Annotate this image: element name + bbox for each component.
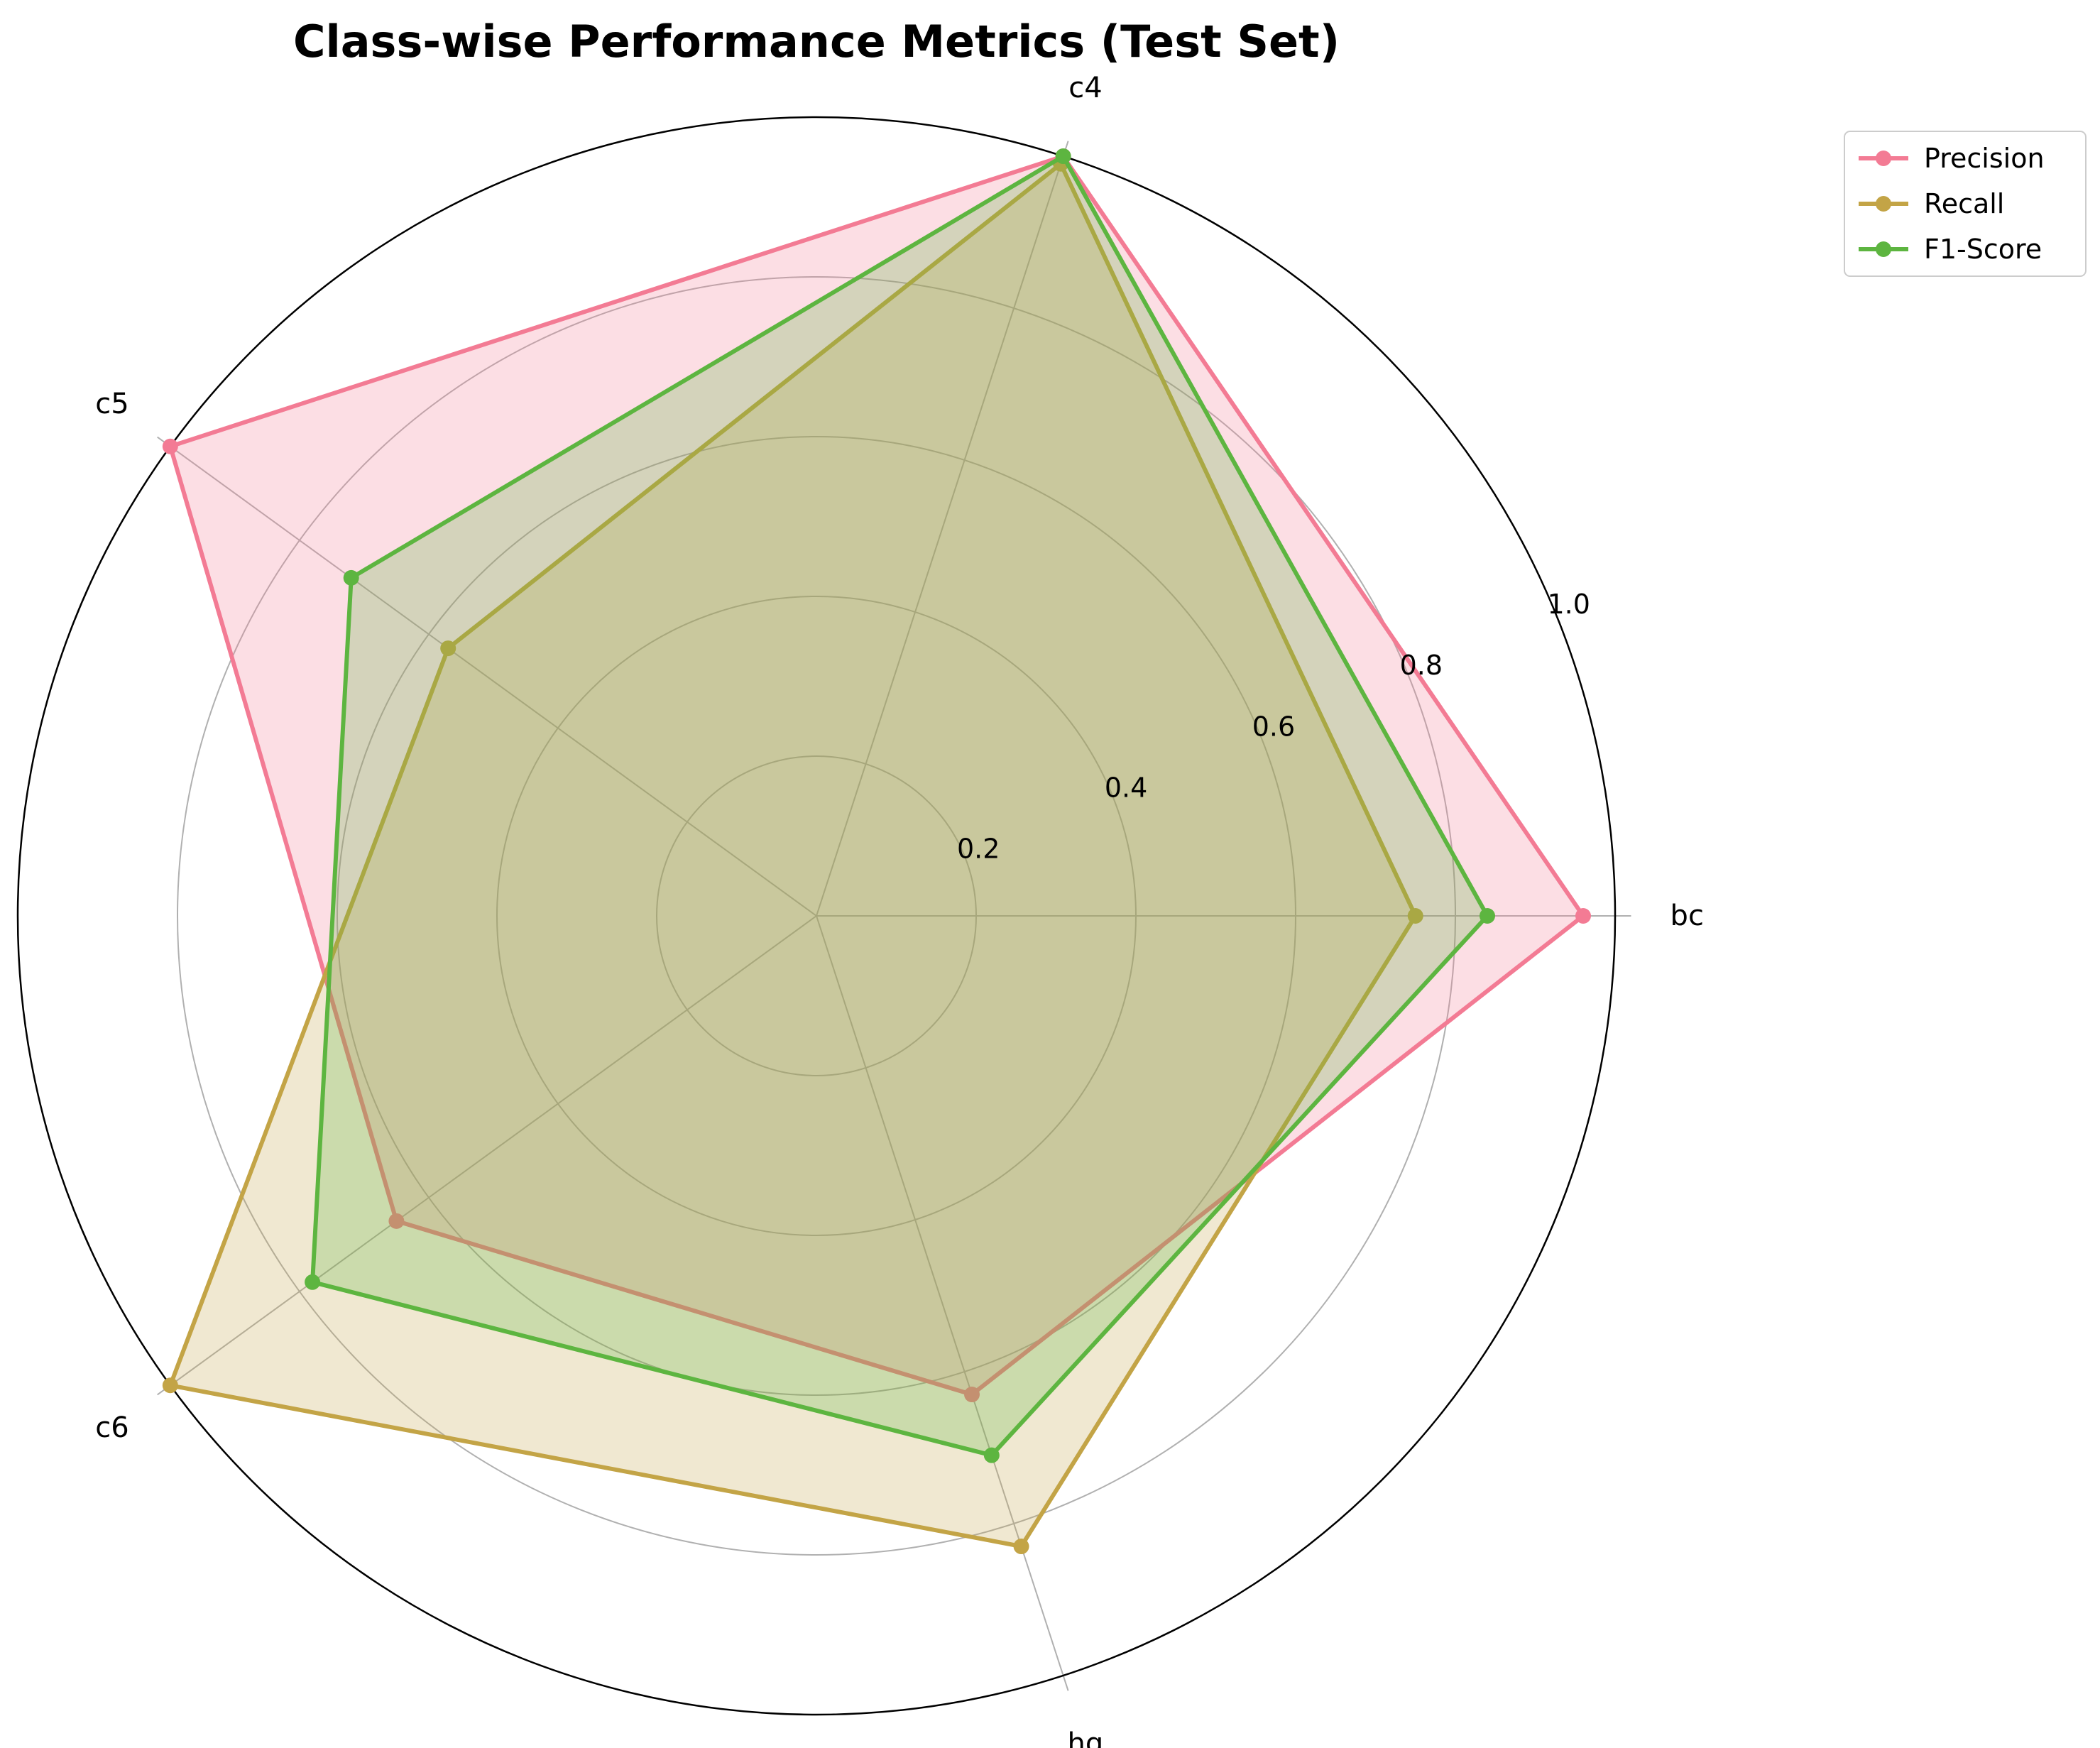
legend-box: [1844, 131, 2087, 277]
legend-label: F1-Score: [1924, 234, 2042, 265]
line-precision: [168, 154, 1585, 1397]
legend-swatch-marker: [1876, 151, 1891, 166]
category-label-c4: c4: [1068, 72, 1102, 104]
point-precision-bc: [1575, 908, 1591, 924]
category-label-bc: bc: [1670, 900, 1704, 932]
legend: Precision Recall F1-Score: [1844, 131, 2087, 277]
line-recall: [168, 161, 1418, 1548]
point-recall-bc: [1407, 908, 1423, 924]
r-tick-label: 0.4: [1105, 772, 1147, 803]
category-label-hg: hg: [1068, 1727, 1104, 1748]
series-recall: [162, 155, 1423, 1555]
area-precision: [170, 156, 1583, 1395]
spoke-c4: [816, 141, 1069, 917]
area-recall: [170, 163, 1416, 1546]
category-label-c5: c5: [95, 388, 128, 420]
series-layer: [162, 148, 1591, 1555]
point-precision-c5: [162, 438, 178, 454]
point-precision-c6: [388, 1213, 405, 1229]
legend-item-f1-score: F1-Score: [1859, 234, 2042, 265]
point-f1-score-c6: [305, 1274, 321, 1290]
legend-label: Recall: [1924, 188, 2004, 219]
legend-item-precision: Precision: [1859, 143, 2045, 174]
spoke-c5: [157, 436, 817, 917]
radar-grid: [16, 116, 1631, 1716]
spoke-hg: [816, 915, 1069, 1691]
point-recall-c6: [162, 1377, 178, 1394]
point-precision-hg: [964, 1387, 980, 1403]
legend-item-recall: Recall: [1859, 188, 2004, 219]
legend-label: Precision: [1924, 143, 2045, 174]
point-f1-score-bc: [1480, 908, 1495, 924]
category-label-c6: c6: [95, 1411, 128, 1444]
point-recall-hg: [1013, 1539, 1029, 1555]
point-f1-score-c4: [1055, 148, 1071, 165]
point-f1-score-c5: [343, 569, 359, 586]
legend-swatch-marker: [1876, 196, 1891, 212]
spoke-c6: [157, 915, 817, 1396]
r-tick-label: 0.8: [1400, 650, 1443, 681]
legend-swatch-marker: [1876, 241, 1891, 257]
point-f1-score-hg: [983, 1447, 1000, 1463]
r-tick-label: 0.2: [957, 833, 1000, 864]
r-tick-label: 0.6: [1252, 711, 1295, 742]
label-layer: bc c4 c5 c6 hg 0.2 0.4 0.6 0.8 1.0: [95, 72, 1704, 1748]
r-tick-label: 1.0: [1547, 589, 1590, 620]
line-f1-score: [310, 154, 1489, 1458]
area-f1-score: [312, 156, 1488, 1455]
outer-frame: [16, 116, 1617, 1716]
point-recall-c5: [440, 640, 456, 657]
series-f1-score: [305, 148, 1495, 1463]
chart-title: Class-wise Performance Metrics (Test Set…: [293, 16, 1340, 67]
